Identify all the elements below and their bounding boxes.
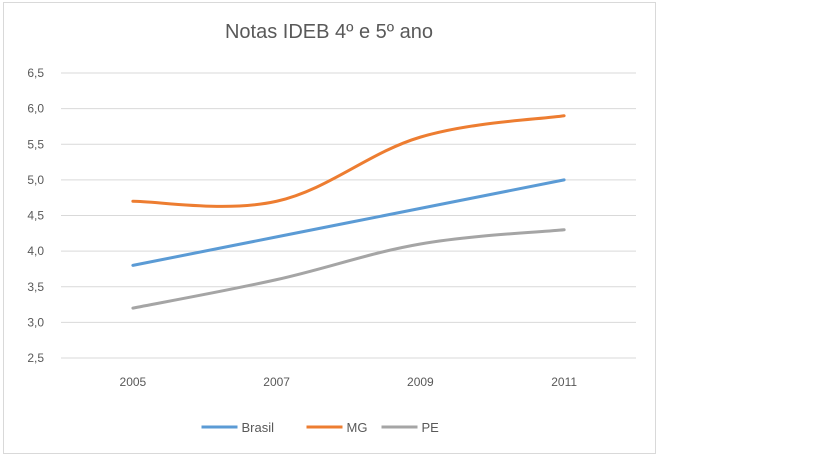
y-tick-label: 2,5 xyxy=(27,351,44,365)
gridlines xyxy=(61,72,636,359)
y-tick-label: 4,5 xyxy=(27,209,44,223)
y-tick-label: 3,0 xyxy=(27,315,44,329)
y-tick-label: 5,0 xyxy=(27,173,44,187)
series-line-brasil xyxy=(131,178,566,267)
chart-container: Notas IDEB 4º e 5º ano 2,5 3,0 3,5 4,0 4,5 5,… xyxy=(3,2,656,454)
y-tick-label: 6,0 xyxy=(27,102,44,116)
legend: Brasil MG PE xyxy=(201,420,440,435)
series-line-mg xyxy=(131,114,566,208)
x-tick-label: 2005 xyxy=(120,375,147,389)
legend-label-pe: PE xyxy=(422,420,440,435)
y-tick-label: 4,0 xyxy=(27,244,44,258)
line-chart: Notas IDEB 4º e 5º ano 2,5 3,0 3,5 4,0 4,5 5,… xyxy=(27,21,636,435)
y-tick-label: 5,5 xyxy=(27,137,44,151)
y-tick-label: 3,5 xyxy=(27,280,44,294)
legend-label-mg: MG xyxy=(347,420,368,435)
series-lines xyxy=(131,114,566,310)
y-tick-label: 6,5 xyxy=(27,66,44,80)
x-tick-label: 2009 xyxy=(407,375,434,389)
x-axis-tick-labels: 2005 2007 2009 2011 xyxy=(120,375,578,389)
chart-title: Notas IDEB 4º e 5º ano xyxy=(225,21,433,43)
x-tick-label: 2011 xyxy=(551,375,577,389)
x-tick-label: 2007 xyxy=(263,375,290,389)
y-axis-tick-labels: 2,5 3,0 3,5 4,0 4,5 5,0 5,5 6,0 6,5 xyxy=(27,66,44,365)
series-line-pe xyxy=(131,228,566,310)
legend-label-brasil: Brasil xyxy=(242,420,275,435)
